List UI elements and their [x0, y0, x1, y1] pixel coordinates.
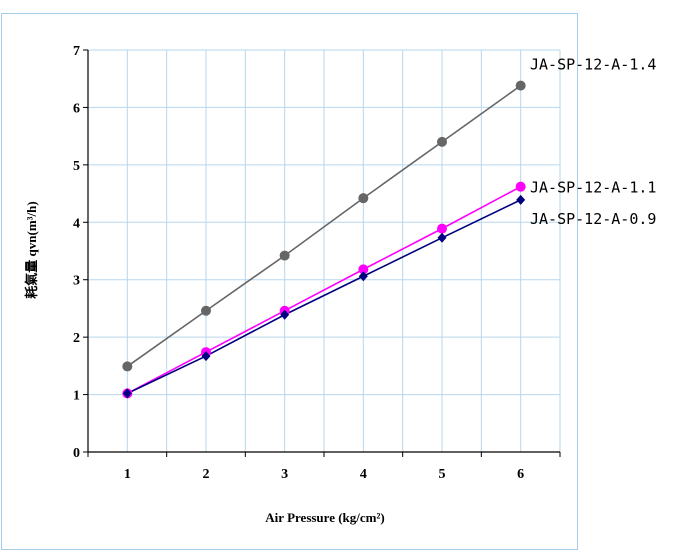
x-tick-label: 3 [281, 467, 288, 482]
data-point [437, 232, 447, 243]
series-label: JA-SP-12-A-1.1 [530, 179, 656, 197]
x-tick-label: 2 [203, 467, 210, 482]
tick-labels: 0 1 2 3 4 5 6 7 1 2 3 4 5 6 [73, 44, 524, 482]
series-lines [126, 84, 522, 395]
x-tick-label: 6 [517, 467, 524, 482]
x-tick-label: 4 [360, 467, 367, 482]
y-tick-label: 2 [73, 331, 80, 346]
y-tick-label: 3 [73, 274, 80, 289]
y-tick-label: 5 [73, 159, 80, 174]
series-labels: JA-SP-12-A-1.4 JA-SP-12-A-1.1 JA-SP-12-A-0… [530, 56, 656, 228]
y-tick-label: 0 [73, 446, 80, 461]
data-point [358, 264, 369, 275]
series-label: JA-SP-12-A-1.4 [530, 56, 656, 74]
series-line [126, 84, 522, 368]
data-point [201, 305, 211, 316]
x-axis-title: Air Pressure (kg/cm²) [265, 510, 384, 525]
y-tick-label: 7 [73, 44, 80, 59]
series-label: JA-SP-12-A-0.9 [530, 210, 656, 228]
x-tick-label: 1 [124, 467, 131, 482]
y-axis-title: 耗氣量 qvn(m³/h) [24, 201, 39, 298]
data-point [515, 80, 526, 91]
data-point [437, 223, 447, 234]
data-point [122, 361, 133, 372]
series-line [126, 185, 522, 395]
grid [88, 49, 561, 452]
data-point [437, 136, 447, 147]
data-point [516, 194, 526, 205]
data-point [280, 309, 290, 320]
data-point [201, 351, 211, 362]
data-point [515, 181, 526, 192]
axes [83, 49, 561, 457]
y-tick-label: 4 [73, 216, 80, 231]
y-tick-label: 1 [73, 389, 80, 404]
y-tick-label: 6 [73, 101, 80, 116]
series-markers [122, 80, 526, 399]
data-point [358, 193, 369, 204]
data-point [279, 250, 290, 261]
series-line [126, 199, 522, 395]
x-tick-label: 5 [439, 467, 446, 482]
data-point [358, 271, 368, 282]
data-point [122, 388, 132, 399]
